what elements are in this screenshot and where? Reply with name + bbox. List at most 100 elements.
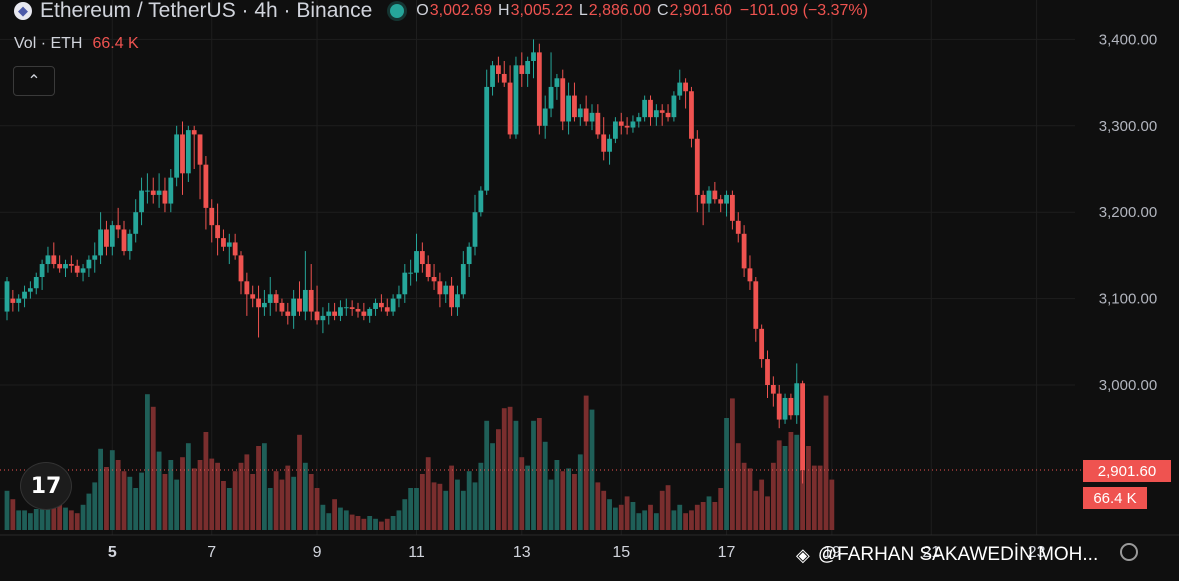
- volume-bar: [291, 476, 297, 530]
- candle-body: [156, 190, 162, 195]
- volume-legend[interactable]: Vol · ETH 66.4 K: [14, 35, 139, 53]
- volume-bar: [718, 488, 724, 530]
- candle-body: [273, 294, 279, 303]
- candle-body: [542, 108, 548, 126]
- candle-body: [560, 78, 566, 122]
- candle-body: [338, 307, 343, 316]
- volume-bar: [226, 488, 232, 530]
- candle-body: [343, 307, 349, 309]
- volume-bar: [659, 490, 665, 530]
- candle-body: [28, 288, 33, 292]
- candle-body: [455, 294, 460, 308]
- candle-body: [583, 108, 589, 122]
- volume-bar: [671, 510, 677, 530]
- y-tick-label: 3,200.00: [1099, 204, 1157, 221]
- candle-body: [320, 315, 326, 321]
- candle-body: [408, 272, 414, 274]
- collapse-legend-button[interactable]: ⌃: [13, 66, 55, 96]
- volume-bar: [653, 513, 659, 530]
- volume-bar: [244, 454, 250, 530]
- candle-body: [238, 255, 244, 282]
- volume-bar: [759, 479, 765, 530]
- market-status-icon: [390, 4, 405, 18]
- volume-bar: [338, 507, 343, 530]
- volume-bar: [595, 482, 601, 530]
- x-tick-label: 9: [313, 544, 322, 561]
- candle-body: [718, 199, 724, 204]
- chevron-up-icon: ⌃: [27, 73, 41, 90]
- volume-bar: [86, 493, 92, 530]
- candle-body: [700, 194, 706, 204]
- candle-body: [390, 298, 396, 312]
- volume-bar: [770, 462, 776, 530]
- candle-body: [577, 108, 583, 118]
- volume-bar: [490, 443, 495, 530]
- volume-bar: [262, 443, 267, 530]
- settings-icon[interactable]: [1120, 543, 1138, 561]
- candle-body: [513, 65, 519, 135]
- volume-bar: [320, 504, 326, 530]
- candle-body: [431, 277, 437, 282]
- volume-bar: [402, 499, 408, 530]
- last-volume-label: 66.4 K: [1083, 487, 1147, 509]
- volume-bar: [572, 474, 577, 530]
- volume-bar: [730, 398, 735, 530]
- volume-bar: [712, 502, 718, 530]
- volume-bar: [267, 488, 273, 530]
- candle-body: [788, 397, 794, 416]
- volume-bar: [613, 507, 618, 530]
- volume-bar: [817, 465, 823, 530]
- candle-body: [39, 264, 45, 277]
- candle-body: [314, 311, 320, 321]
- volume-bar: [577, 454, 583, 530]
- candle-body: [180, 134, 185, 174]
- candle-body: [63, 264, 68, 269]
- candle-body: [22, 291, 27, 299]
- volume-bar: [379, 521, 384, 530]
- volume-bar: [115, 460, 121, 530]
- volume-bar: [168, 460, 174, 530]
- y-tick-label: 3,300.00: [1099, 118, 1157, 135]
- ethereum-icon: ◆: [14, 2, 32, 20]
- watermark-text: @FARHAN SAKAWEDİN MOH...: [817, 544, 1099, 565]
- low-value: L2,886.00: [578, 2, 652, 19]
- candle-body: [402, 272, 408, 295]
- candle-body: [460, 264, 466, 295]
- candle-body: [653, 110, 659, 118]
- candle-body: [449, 285, 454, 308]
- candle-body: [554, 78, 560, 87]
- volume-bar: [548, 479, 554, 530]
- volume-bar: [145, 394, 150, 530]
- tradingview-logo[interactable]: 17: [20, 462, 72, 510]
- candle-body: [759, 328, 765, 360]
- x-tick-label: 11: [408, 544, 425, 561]
- candle-body: [694, 138, 700, 195]
- symbol-title[interactable]: Ethereum / TetherUS · 4h · Binance: [40, 0, 373, 22]
- volume-bar: [501, 408, 507, 530]
- volume-bar: [22, 510, 27, 530]
- candle-body: [191, 130, 197, 135]
- volume-bar: [308, 474, 314, 530]
- volume-bar: [554, 460, 560, 530]
- volume-bar: [314, 488, 320, 530]
- volume-bar: [68, 510, 74, 530]
- high-value: H3,005.22: [498, 2, 573, 19]
- candle-body: [735, 220, 741, 234]
- candle-body: [121, 229, 127, 252]
- x-tick-label: 5: [108, 544, 117, 561]
- chart-header: ◆ Ethereum / TetherUS · 4h · Binance O3,…: [14, 0, 868, 26]
- candle-body: [4, 281, 10, 312]
- volume-bar: [689, 510, 694, 530]
- candle-body: [256, 298, 261, 308]
- candle-body: [92, 255, 98, 260]
- logo-text: 17: [30, 473, 62, 499]
- volume-bar: [197, 460, 203, 530]
- volume-bar: [806, 446, 811, 530]
- volume-bar: [302, 462, 308, 530]
- open-value: O3,002.69: [416, 2, 493, 19]
- volume-bar: [367, 516, 373, 530]
- candle-body: [525, 61, 531, 74]
- candle-body: [741, 233, 747, 269]
